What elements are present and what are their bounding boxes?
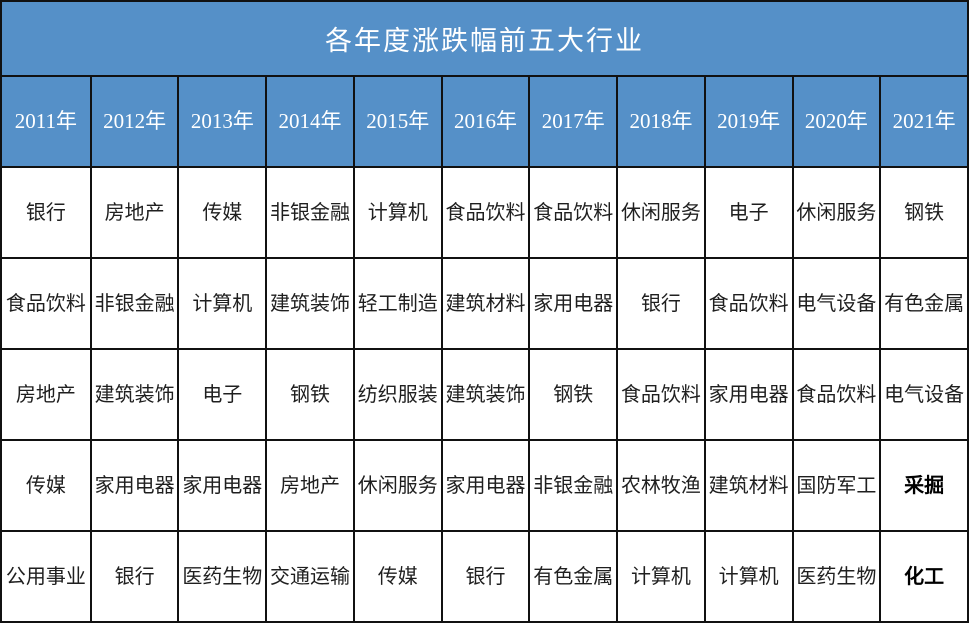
year-header-cell: 2015年 <box>352 75 441 166</box>
year-header-cell: 2017年 <box>528 75 617 166</box>
industry-cell: 计算机 <box>352 166 441 257</box>
year-header-cell: 2020年 <box>791 75 880 166</box>
industry-cell: 纺织服装 <box>352 348 441 439</box>
industry-cell: 银行 <box>616 257 704 348</box>
industry-cell: 钢铁 <box>265 348 353 439</box>
industry-cell: 传媒 <box>177 166 266 257</box>
industry-cell: 化工 <box>879 530 967 621</box>
table-title-banner: 各年度涨跌幅前五大行业 <box>2 2 967 75</box>
industry-cell: 家用电器 <box>703 348 792 439</box>
industry-cell: 休闲服务 <box>616 166 704 257</box>
industry-cell: 计算机 <box>177 257 266 348</box>
table-title: 各年度涨跌幅前五大行业 <box>325 26 644 56</box>
industry-cell: 家用电器 <box>528 257 617 348</box>
industry-cell: 房地产 <box>89 166 178 257</box>
industry-table-grid: 2011年 2012年 2013年 2014年 2015年 2016年 2017年 2018年… <box>2 75 967 621</box>
year-header-cell: 2011年 <box>2 75 90 166</box>
industry-cell: 建筑装饰 <box>265 257 353 348</box>
year-header-cell: 2016年 <box>440 75 529 166</box>
industry-cell: 建筑装饰 <box>440 348 529 439</box>
industry-cell: 家用电器 <box>440 439 529 530</box>
year-header-cell: 2021年 <box>879 75 967 166</box>
industry-cell: 国防军工 <box>791 439 880 530</box>
industry-cell: 农林牧渔 <box>616 439 704 530</box>
industry-cell: 食品饮料 <box>703 257 792 348</box>
industry-cell: 家用电器 <box>89 439 178 530</box>
industry-cell: 电气设备 <box>791 257 880 348</box>
year-header-cell: 2019年 <box>703 75 792 166</box>
industry-cell: 银行 <box>2 166 90 257</box>
industry-cell: 房地产 <box>2 348 90 439</box>
industry-cell: 非银金融 <box>265 166 353 257</box>
industry-cell: 房地产 <box>265 439 353 530</box>
industry-cell: 建筑材料 <box>703 439 792 530</box>
industry-cell: 传媒 <box>352 530 441 621</box>
industry-cell: 电子 <box>703 166 792 257</box>
industry-cell: 传媒 <box>2 439 90 530</box>
industry-cell: 计算机 <box>703 530 792 621</box>
industry-cell: 建筑装饰 <box>89 348 178 439</box>
industry-cell: 轻工制造 <box>352 257 441 348</box>
industry-cell: 电子 <box>177 348 266 439</box>
year-header-cell: 2014年 <box>265 75 353 166</box>
industry-cell: 有色金属 <box>528 530 617 621</box>
industry-cell: 银行 <box>440 530 529 621</box>
industry-cell: 食品饮料 <box>2 257 90 348</box>
industry-cell: 采掘 <box>879 439 967 530</box>
industry-cell: 非银金融 <box>89 257 178 348</box>
year-header-cell: 2018年 <box>616 75 704 166</box>
year-header-cell: 2013年 <box>177 75 266 166</box>
industry-cell: 食品饮料 <box>440 166 529 257</box>
industry-cell: 公用事业 <box>2 530 90 621</box>
industry-cell: 家用电器 <box>177 439 266 530</box>
industry-cell: 有色金属 <box>879 257 967 348</box>
industry-cell: 钢铁 <box>528 348 617 439</box>
industry-cell: 医药生物 <box>177 530 266 621</box>
industry-cell: 交通运输 <box>265 530 353 621</box>
industry-cell: 医药生物 <box>791 530 880 621</box>
industry-cell: 休闲服务 <box>791 166 880 257</box>
industry-cell: 非银金融 <box>528 439 617 530</box>
industry-cell: 银行 <box>89 530 178 621</box>
industry-cell: 休闲服务 <box>352 439 441 530</box>
industry-cell: 电气设备 <box>879 348 967 439</box>
industry-cell: 食品饮料 <box>528 166 617 257</box>
industry-cell: 食品饮料 <box>616 348 704 439</box>
industry-cell: 建筑材料 <box>440 257 529 348</box>
industry-cell: 食品饮料 <box>791 348 880 439</box>
industry-cell: 计算机 <box>616 530 704 621</box>
year-header-cell: 2012年 <box>89 75 178 166</box>
industry-cell: 钢铁 <box>879 166 967 257</box>
